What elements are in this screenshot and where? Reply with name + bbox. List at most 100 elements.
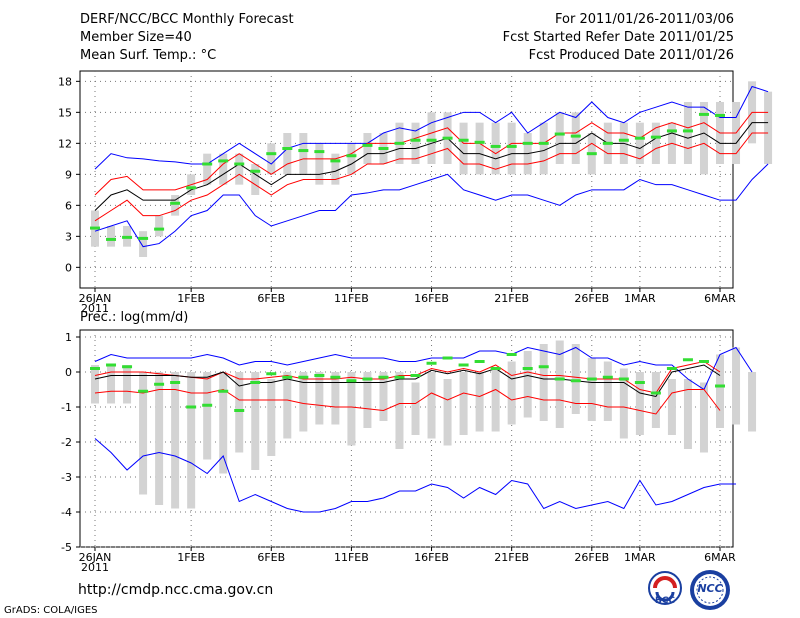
temp-spread-box [683, 102, 692, 164]
prec-spread-box [667, 379, 676, 435]
temp-spread-box [635, 122, 644, 164]
prec-x-tick-label: 6MAR [704, 551, 736, 564]
prec-y-tick-label: -1 [61, 401, 72, 414]
prec-line-max [94, 346, 753, 391]
prec-x-tick-label: 26JAN [79, 551, 112, 564]
prec-spread-box [219, 372, 228, 474]
temp-spread-box [315, 143, 324, 185]
temp-y-tick-label: 6 [65, 199, 72, 212]
prec-spread-box [395, 372, 404, 449]
prec-x-tick-label: 1MAR [624, 551, 656, 564]
prec-spread-box [748, 372, 757, 432]
prec-x-year-label: 2011 [81, 561, 109, 574]
source-url: http://cmdp.ncc.cma.gov.cn [78, 582, 274, 598]
prec-x-tick-label: 16FEB [414, 551, 449, 564]
grads-credit: GrADS: COLA/IGES [4, 605, 98, 616]
prec-spread-box [443, 379, 452, 446]
prec-y-tick-label: 0 [65, 366, 72, 379]
temp-spread-box [475, 122, 484, 175]
prec-line-upper [94, 360, 721, 394]
temp-spread-box [539, 122, 548, 175]
prec-spread-box [347, 372, 356, 446]
temp-x-tick-label: 21FEB [494, 292, 529, 305]
prec-y-tick-label: -5 [61, 541, 72, 554]
prec-spread-box [475, 372, 484, 432]
variable-label: Mean Surf. Temp.: °C [80, 48, 217, 63]
temp-line-min [94, 163, 769, 248]
prec-spread-box [123, 365, 132, 404]
prec-x-tick-label: 21FEB [494, 551, 529, 564]
prec-x-tick-label: 26FEB [574, 551, 609, 564]
ncc-logo-text: NCC [697, 582, 723, 595]
prec-plot-frame [79, 329, 734, 548]
temp-spread-box [651, 122, 660, 164]
prec-spread-box [555, 340, 564, 428]
prec-spread-box [732, 347, 741, 425]
temp-spread-box [347, 143, 356, 175]
prec-line-mean [94, 364, 721, 398]
prec-spread-box [91, 365, 99, 404]
prec-spread-box [716, 354, 724, 428]
temp-spread-box [267, 143, 276, 175]
temp-x-tick-label: 6MAR [704, 292, 736, 305]
temp-line-lower [94, 132, 769, 222]
forecast-start-date: Fcst Started Refer Date 2011/01/25 [502, 30, 734, 45]
temp-chart: 26JAN 1FEB 6FEB 11FEB 16FEB 21FEB 26FEB 1MAR 6MA… [58, 70, 773, 315]
prec-y-tick-label: -3 [61, 471, 72, 484]
temp-spread-box [171, 195, 180, 216]
temp-spread-box [363, 133, 372, 164]
prec-spread-box [251, 372, 260, 470]
prec-spread-box [235, 372, 244, 453]
temp-y-tick-label: 12 [58, 137, 72, 150]
temp-plot-frame [79, 70, 734, 289]
prec-spread-box [139, 372, 148, 495]
prec-x-tick-label: 6FEB [257, 551, 285, 564]
temp-x-tick-label: 26FEB [574, 292, 609, 305]
temp-spread-box [219, 153, 228, 185]
temp-line-upper [94, 111, 769, 196]
prec-spread-box [171, 372, 180, 509]
prec-spread-box [635, 372, 644, 435]
temp-x-tick-label: 6FEB [257, 292, 285, 305]
prec-spread-box [203, 372, 212, 460]
temp-spread-box [571, 112, 580, 164]
temp-spread-box [411, 122, 420, 164]
temp-spread-box [251, 164, 260, 195]
bcc-logo: BCC [643, 568, 687, 612]
temp-x-tick-label: 11FEB [334, 292, 369, 305]
temp-y-tick-label: 3 [65, 230, 72, 243]
prec-x-tick-label: 1FEB [177, 551, 205, 564]
temp-x-tick-label: 1MAR [624, 292, 656, 305]
prec-spread-box [651, 372, 660, 428]
temp-y-tick-label: 0 [65, 261, 72, 274]
temp-spread-box [555, 112, 564, 164]
prec-spread-box [427, 372, 436, 439]
prec-spread-box [363, 372, 372, 428]
prec-y-tick-label: -4 [61, 506, 72, 519]
prec-line-min [94, 438, 737, 513]
temp-y-tick-label: 18 [58, 75, 72, 88]
temp-x-tick-label: 26JAN [79, 292, 112, 305]
prec-spread-box [491, 368, 500, 432]
forecast-produced-date: Fcst Produced Date 2011/01/26 [528, 48, 734, 63]
prec-spread-box [507, 361, 516, 425]
prec-spread-box [267, 379, 276, 456]
prec-line-lower [94, 388, 721, 415]
temp-spread-box [235, 153, 244, 185]
temp-spread-box [283, 133, 292, 175]
temp-spread-box [139, 231, 148, 257]
prec-spread-box [699, 382, 708, 453]
temp-x-tick-label: 1FEB [177, 292, 205, 305]
prec-spread-box [411, 382, 420, 435]
prec-spread-box [523, 351, 532, 418]
temp-spread-box [107, 226, 116, 247]
prec-spread-box [155, 372, 164, 505]
prec-y-tick-label: -2 [61, 436, 72, 449]
prec-spread-box [187, 372, 196, 509]
member-size: Member Size=40 [80, 30, 192, 45]
bcc-logo-text: BCC [654, 596, 676, 606]
prec-spread-box [459, 372, 468, 435]
temp-y-tick-label: 15 [58, 106, 72, 119]
prec-y-tick-label: 1 [65, 331, 72, 344]
